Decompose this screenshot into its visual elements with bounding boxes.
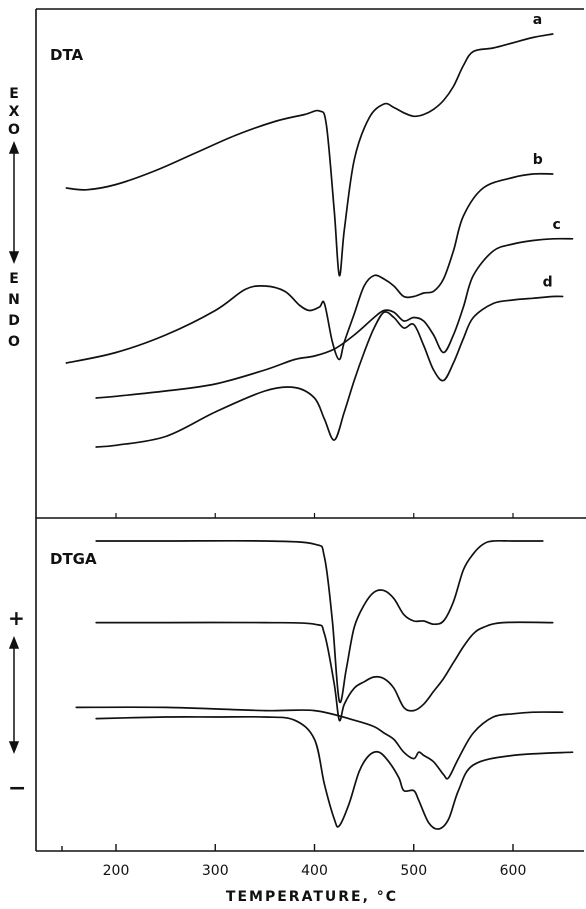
plus-minus-arrow <box>8 635 20 755</box>
minus-sign: − <box>8 776 26 801</box>
series-label-a: a <box>533 12 542 28</box>
divider-ticks <box>115 513 514 518</box>
dtga-curve-c <box>75 706 564 780</box>
series-label-c: c <box>553 217 561 233</box>
dtga-curves <box>75 539 574 830</box>
exo-letter-0: E <box>9 86 19 102</box>
dtga-curve-b <box>95 621 554 722</box>
dtga-panel-label: DTGA <box>50 550 97 568</box>
dtga-curve-a <box>95 539 544 704</box>
figure-frame <box>35 8 586 852</box>
exo-label: EXO <box>8 86 20 138</box>
x-axis-label: TEMPERATURE, °C <box>226 889 398 905</box>
endo-letter-0: E <box>9 271 19 287</box>
x-tick-label-600: 600 <box>500 863 527 879</box>
endo-letter-2: D <box>8 313 20 329</box>
x-tick-label-400: 400 <box>301 863 328 879</box>
series-label-d: d <box>543 275 553 291</box>
x-axis-tick-labels: 200 300 400 500 600 <box>103 863 527 879</box>
dta-curve-b <box>65 172 554 364</box>
plus-sign: + <box>8 606 25 630</box>
dta-curve-a <box>65 33 554 277</box>
exo-letter-1: X <box>9 104 20 120</box>
endo-letter-3: O <box>8 334 20 350</box>
x-tick-label-200: 200 <box>103 863 130 879</box>
x-tick-label-500: 500 <box>400 863 427 879</box>
dta-series-labels: a b c d <box>533 12 561 291</box>
exo-letter-2: O <box>8 122 20 138</box>
dta-curve-c <box>95 237 574 399</box>
series-label-b: b <box>533 152 543 168</box>
exo-endo-arrow <box>8 140 20 265</box>
x-tick-label-300: 300 <box>202 863 229 879</box>
dta-panel-label: DTA <box>50 46 84 64</box>
dta-curve-d <box>95 295 564 448</box>
dta-curves <box>65 33 574 448</box>
endo-letter-1: N <box>8 292 20 308</box>
x-axis-ticks <box>61 844 514 851</box>
plus-minus-axis-label: + − <box>8 606 26 801</box>
dtga-curve-d <box>95 715 574 830</box>
